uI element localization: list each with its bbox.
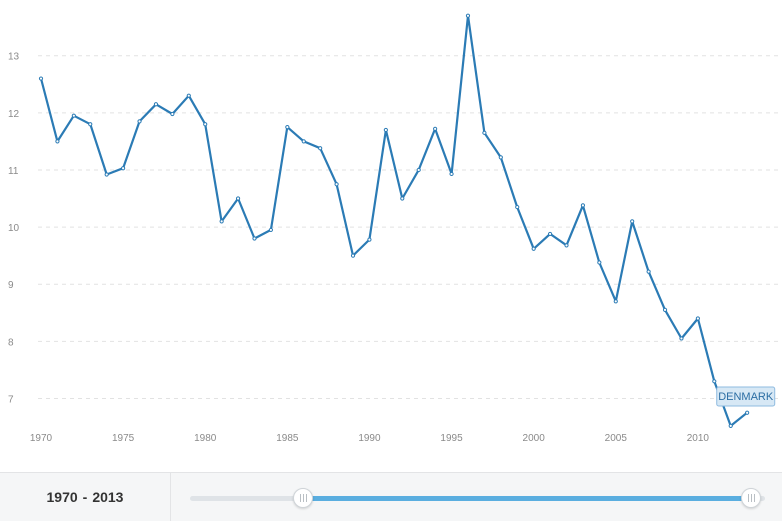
range-start-year: 1970 — [46, 489, 78, 505]
data-point[interactable] — [38, 76, 44, 81]
timeline-footer: 1970 - 2013 — [0, 472, 782, 521]
x-tick-label: 1995 — [440, 433, 463, 444]
data-point[interactable] — [121, 166, 126, 171]
slider-start-handle[interactable] — [293, 488, 313, 508]
series-line[interactable] — [39, 14, 748, 427]
data-point[interactable] — [301, 139, 306, 144]
range-separator: - — [82, 489, 88, 505]
y-tick-label: 8 — [8, 337, 14, 348]
data-point[interactable] — [71, 113, 76, 118]
axis-labels: 7 8 9 10 11 12 13 1970 1975 1980 1985 1990 1995 2000 2… — [8, 52, 709, 444]
data-point[interactable] — [334, 182, 339, 187]
data-point[interactable] — [268, 227, 274, 233]
data-point[interactable] — [728, 423, 733, 428]
line-chart: 7 8 9 10 11 12 13 1970 1975 1980 1985 1990 1995 2000 2… — [8, 13, 782, 444]
data-point[interactable] — [547, 231, 553, 237]
data-point[interactable] — [745, 410, 750, 415]
data-point[interactable] — [482, 130, 487, 135]
series-label-text: DENMARK — [718, 391, 774, 403]
y-tick-label: 7 — [8, 394, 14, 405]
data-point[interactable] — [564, 243, 569, 248]
y-tick-label: 10 — [8, 223, 20, 234]
x-tick-label: 1990 — [358, 433, 381, 444]
data-point[interactable] — [449, 171, 454, 177]
data-point[interactable] — [104, 172, 109, 177]
x-tick-label: 2005 — [605, 433, 628, 444]
x-tick-label: 2010 — [687, 433, 710, 444]
data-point[interactable] — [465, 13, 471, 18]
chart-area: 7 8 9 10 11 12 13 1970 1975 1980 1985 1990 1995 2000 2… — [8, 13, 782, 444]
data-point[interactable] — [285, 125, 290, 130]
data-point[interactable] — [186, 93, 191, 98]
data-point[interactable] — [416, 167, 421, 173]
data-point[interactable] — [252, 236, 257, 241]
x-tick-label: 1985 — [276, 433, 299, 444]
x-tick-label: 1975 — [112, 433, 135, 444]
y-tick-label: 13 — [8, 52, 20, 63]
data-point[interactable] — [630, 219, 635, 224]
grip-icon — [747, 494, 755, 502]
data-point[interactable] — [580, 203, 586, 208]
grip-icon — [299, 494, 307, 502]
data-point[interactable] — [662, 307, 668, 312]
data-point[interactable] — [367, 237, 372, 242]
data-point[interactable] — [613, 299, 618, 304]
data-point[interactable] — [531, 246, 536, 251]
y-tick-label: 9 — [8, 280, 14, 291]
data-point[interactable] — [219, 219, 224, 224]
x-tick-label: 1970 — [30, 433, 53, 444]
data-point[interactable] — [515, 204, 520, 210]
range-end-year: 2013 — [92, 489, 124, 505]
x-tick-label: 1980 — [194, 433, 217, 444]
data-point[interactable] — [170, 111, 175, 117]
data-point[interactable] — [383, 127, 388, 133]
series-label-tag[interactable]: DENMARK — [716, 386, 776, 407]
data-point[interactable] — [318, 146, 323, 151]
data-point[interactable] — [646, 269, 651, 274]
data-point[interactable] — [498, 155, 503, 160]
data-point[interactable] — [88, 122, 93, 127]
year-range-display: 1970 - 2013 — [0, 473, 171, 521]
gridlines — [38, 55, 782, 399]
data-point[interactable] — [235, 196, 241, 201]
data-point[interactable] — [203, 122, 208, 127]
slider-end-handle[interactable] — [741, 488, 761, 508]
data-point[interactable] — [695, 316, 700, 321]
y-tick-label: 11 — [8, 166, 19, 177]
data-point[interactable] — [679, 336, 684, 341]
x-tick-label: 2000 — [523, 433, 546, 444]
year-range-slider[interactable] — [190, 473, 765, 521]
data-point[interactable] — [712, 379, 717, 384]
data-point[interactable] — [137, 119, 142, 124]
data-point[interactable] — [350, 253, 356, 258]
data-point[interactable] — [400, 196, 405, 201]
data-point[interactable] — [55, 139, 60, 144]
data-point[interactable] — [597, 260, 602, 265]
slider-selected-range[interactable] — [303, 496, 751, 501]
y-tick-label: 12 — [8, 109, 20, 120]
data-point[interactable] — [153, 102, 159, 107]
series-denmark[interactable] — [38, 13, 750, 428]
data-point[interactable] — [433, 126, 438, 131]
